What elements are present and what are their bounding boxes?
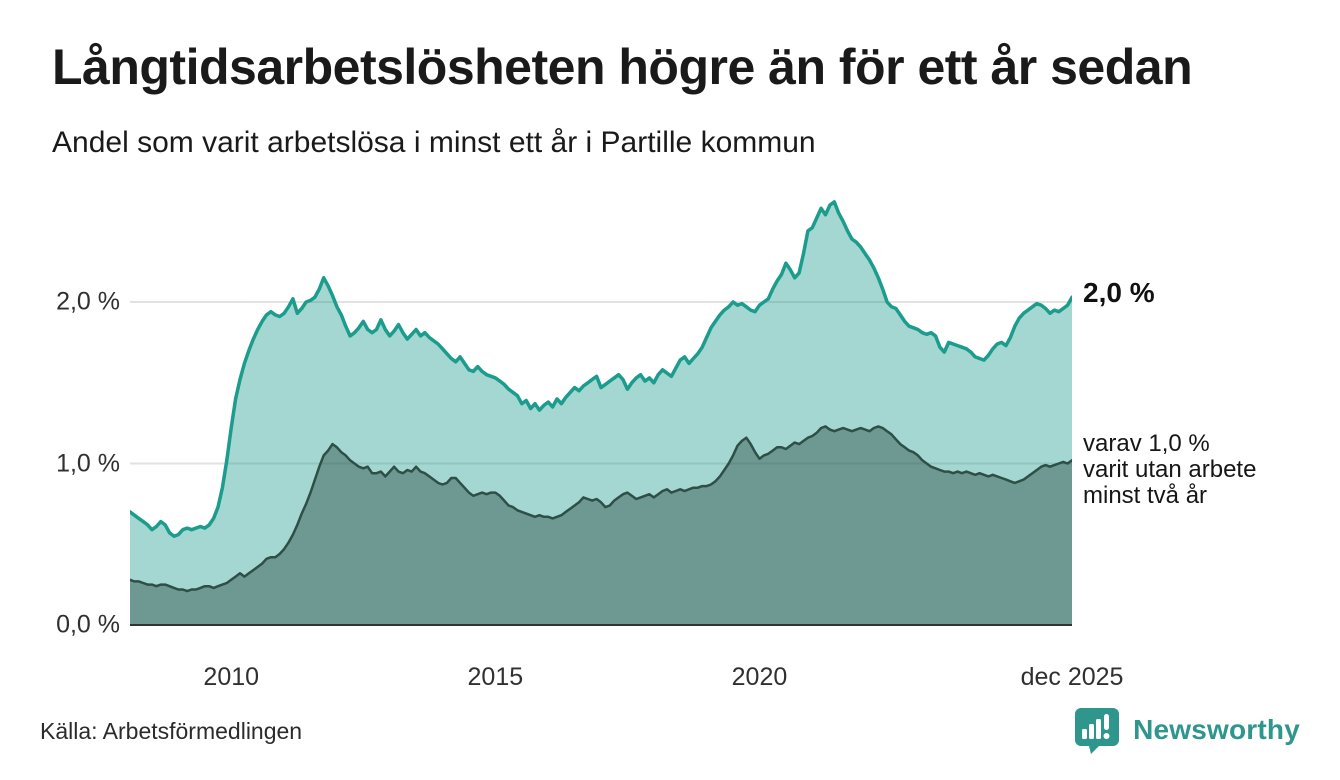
unemployment-area-chart bbox=[130, 200, 1072, 626]
x-tick-label: dec 2025 bbox=[1020, 663, 1124, 691]
y-tick-label: 2,0 % bbox=[56, 287, 120, 316]
x-tick-label: 2010 bbox=[203, 663, 260, 691]
series-annotation-line: varit utan arbete bbox=[1083, 456, 1257, 483]
y-tick-label: 0,0 % bbox=[56, 610, 120, 639]
y-tick-label: 1,0 % bbox=[56, 449, 120, 477]
latest-value-label: 2,0 % bbox=[1083, 277, 1155, 308]
page-subtitle: Andel som varit arbetslösa i minst ett å… bbox=[52, 126, 816, 159]
brand-name: Newsworthy bbox=[1133, 714, 1300, 745]
x-tick-label: 2015 bbox=[467, 663, 524, 691]
source-note: Källa: Arbetsförmedlingen bbox=[40, 718, 303, 744]
newsworthy-badge-icon bbox=[1075, 708, 1120, 754]
series-annotation: varav 1,0 % varit utan arbete minst två … bbox=[1083, 431, 1256, 509]
x-tick-label: 2020 bbox=[731, 663, 788, 691]
series-annotation-line: varav 1,0 % bbox=[1083, 430, 1210, 457]
newsworthy-logo: Newsworthy bbox=[1073, 706, 1300, 754]
page-title: Långtidsarbetslösheten högre än för ett … bbox=[52, 39, 1193, 95]
series-annotation-line: minst två år bbox=[1083, 482, 1208, 509]
